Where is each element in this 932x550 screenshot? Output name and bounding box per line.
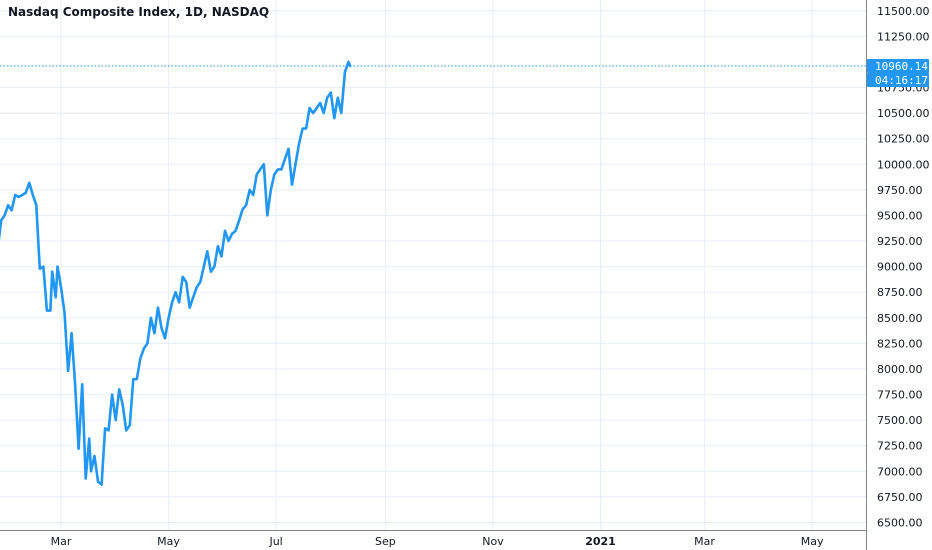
y-tick-label: 8250.00 (877, 337, 923, 350)
y-tick-label: 11500.00 (877, 5, 930, 18)
y-tick-label: 8000.00 (877, 363, 923, 376)
y-tick-label: 10250.00 (877, 133, 930, 146)
y-tick-label: 9000.00 (877, 261, 923, 274)
y-tick-label: 7750.00 (877, 389, 923, 402)
y-tick-label: 7250.00 (877, 440, 923, 453)
y-tick-label: 9750.00 (877, 184, 923, 197)
x-tick-label: May (801, 535, 824, 548)
x-tick-label: Jul (268, 535, 282, 548)
y-tick-label: 8750.00 (877, 286, 923, 299)
series-layer (0, 60, 866, 486)
countdown-label: 04:16:17 (875, 74, 928, 87)
y-tick-label: 10500.00 (877, 107, 930, 120)
x-tick-label: Mar (694, 535, 715, 548)
last-price-box (867, 59, 929, 74)
y-tick-label: 7500.00 (877, 414, 923, 427)
countdown-box (867, 73, 929, 88)
grid-lines (0, 0, 866, 530)
x-tick-label: Nov (482, 535, 504, 548)
chart-title: Nasdaq Composite Index, 1D, NASDAQ (8, 5, 269, 19)
y-tick-label: 6500.00 (877, 517, 923, 530)
x-tick-label: Sep (375, 535, 396, 548)
y-tick-label: 7000.00 (877, 465, 923, 478)
x-tick-label: 2021 (585, 535, 616, 548)
y-tick-label: 11250.00 (877, 30, 930, 43)
time-axis[interactable]: Mar May Jul Sep Nov 2021 Mar May (0, 530, 866, 549)
price-axis[interactable]: 11500.0011250.0010750.0010500.0010250.00… (866, 0, 930, 550)
y-tick-label: 9250.00 (877, 235, 923, 248)
series-line[interactable] (0, 60, 352, 486)
x-tick-label: Mar (51, 535, 72, 548)
y-tick-label: 9500.00 (877, 209, 923, 222)
y-tick-label: 10000.00 (877, 158, 930, 171)
x-tick-label: May (157, 535, 180, 548)
last-price-label: 10960.14 (875, 60, 928, 73)
y-tick-label: 6750.00 (877, 491, 923, 504)
y-tick-label: 8500.00 (877, 312, 923, 325)
